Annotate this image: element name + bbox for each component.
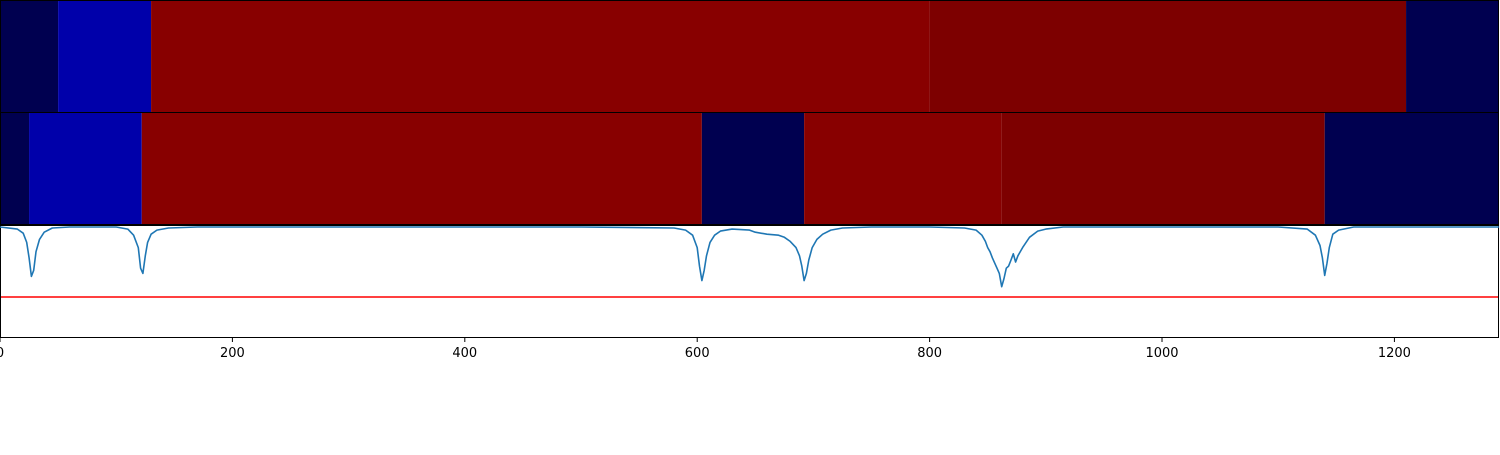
segment-r1-1 — [29, 113, 142, 224]
x-axis: 0 200 400 600 800 1000 1200 — [0, 338, 1411, 361]
segment-r0-1 — [58, 1, 152, 112]
segment-r0-2 — [151, 1, 930, 112]
segment-r0-3 — [929, 1, 1407, 112]
x-tick-label-4: 800 — [917, 346, 942, 361]
segmentation-rows — [0, 0, 1499, 225]
segment-r0-0 — [0, 1, 59, 112]
signal-panel — [0, 225, 1499, 338]
segment-r1-5 — [1001, 113, 1325, 224]
row-frame-1 — [0, 112, 1499, 225]
signal-line — [0, 226, 1499, 288]
segment-r1-0 — [0, 113, 30, 224]
x-tick-label-6: 1200 — [1378, 346, 1411, 361]
segment-r1-3 — [701, 113, 805, 224]
signal-panel-frame — [0, 225, 1499, 338]
x-tick-label-1: 200 — [220, 346, 245, 361]
x-tick-label-2: 400 — [452, 346, 477, 361]
segment-r1-6 — [1324, 113, 1499, 224]
x-tick-label-0: 0 — [0, 346, 4, 361]
segment-r1-4 — [804, 113, 1002, 224]
x-tick-label-5: 1000 — [1145, 346, 1178, 361]
segment-r0-4 — [1406, 1, 1499, 112]
segment-r1-2 — [141, 113, 702, 224]
x-tick-label-3: 600 — [685, 346, 710, 361]
